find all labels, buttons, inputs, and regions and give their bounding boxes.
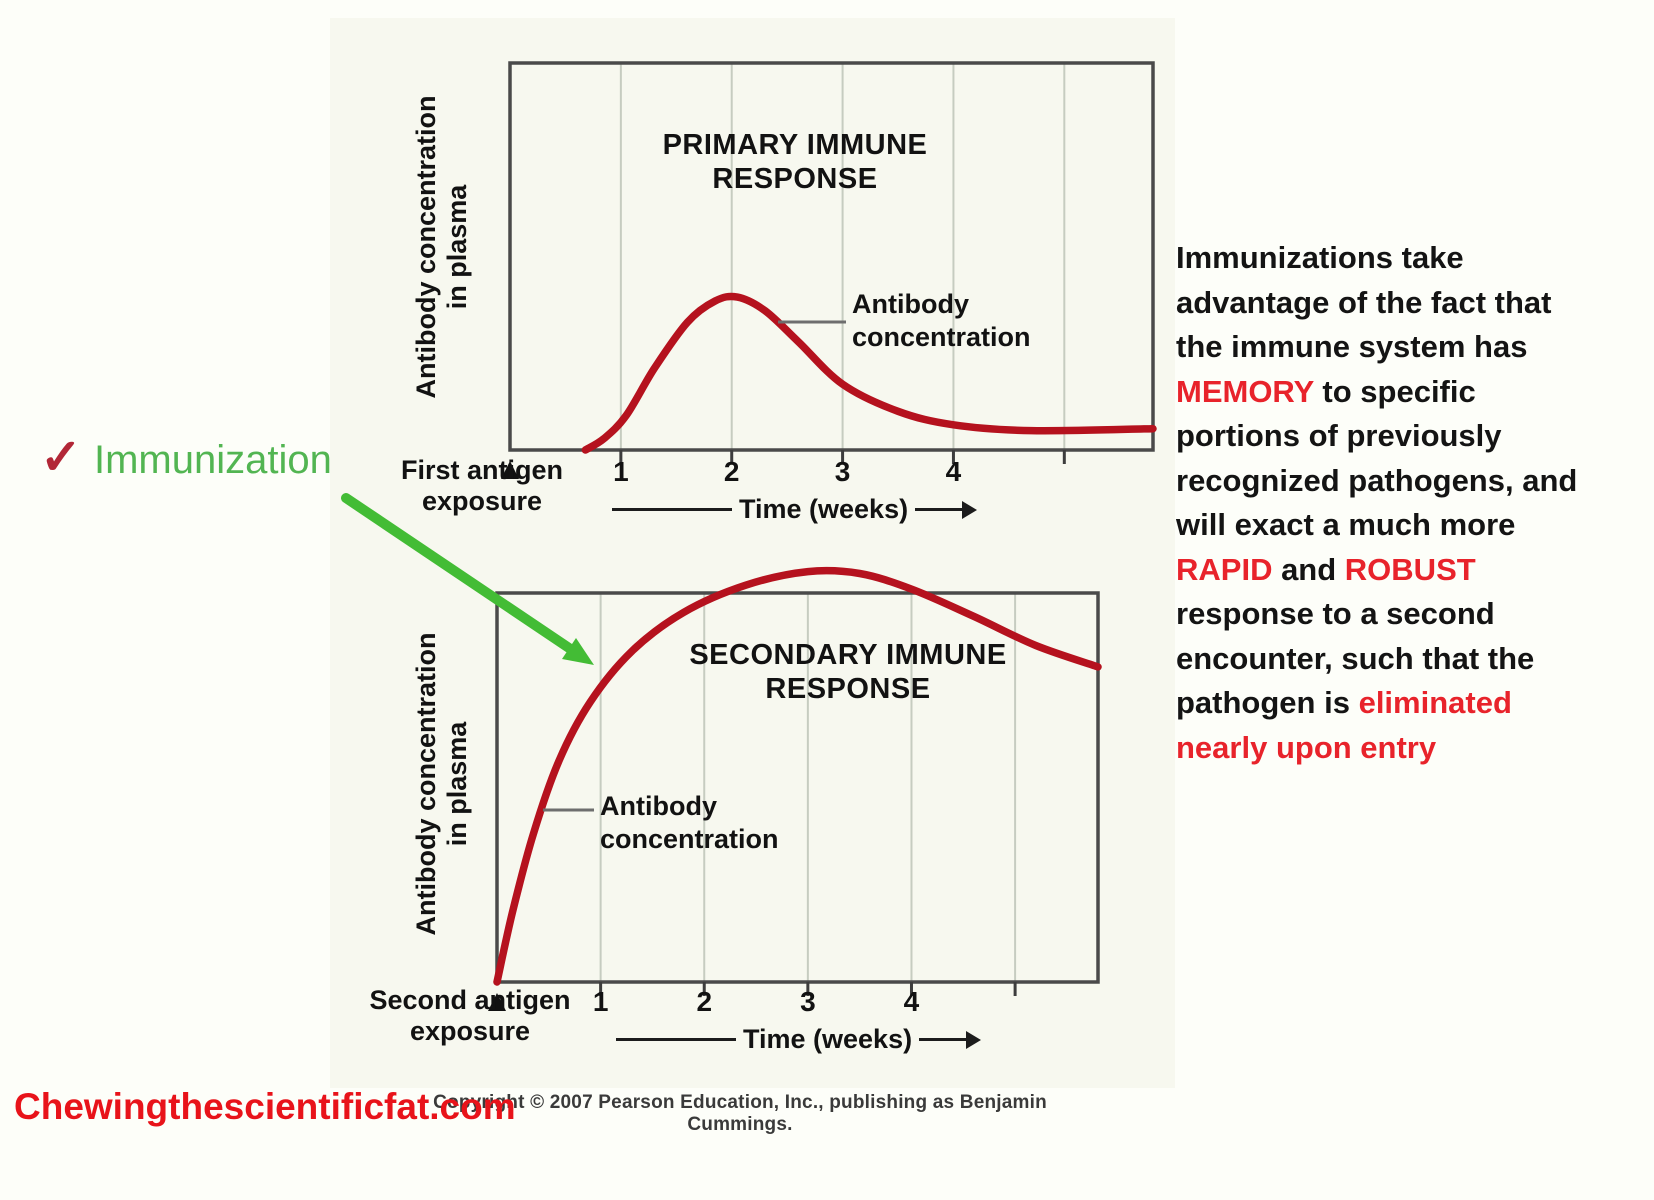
side-text-line: response to a second xyxy=(1176,592,1577,637)
plain-text: and xyxy=(1272,551,1345,587)
x-tick-label: 2 xyxy=(723,456,740,487)
emphasized-text: eliminated xyxy=(1358,685,1512,720)
side-text-line: Immunizations take xyxy=(1176,236,1577,281)
plain-text: portions of previously xyxy=(1176,418,1502,453)
emphasized-text: ROBUST xyxy=(1344,551,1476,587)
plain-text: pathogen is xyxy=(1176,685,1359,720)
side-text: Immunizations take advantage of the fact … xyxy=(1176,236,1577,770)
primary-xlabel: Time (weeks) xyxy=(739,494,909,524)
x-tick-label: 1 xyxy=(592,986,609,1017)
side-text-line: nearly upon entry xyxy=(1176,726,1577,771)
figure-background xyxy=(330,18,1175,1088)
event-label-line: Second antigen xyxy=(369,985,571,1015)
plain-text: Immunizations take xyxy=(1176,240,1464,275)
side-text-line: the immune system has xyxy=(1176,325,1577,370)
plain-text: to specific xyxy=(1313,373,1476,409)
ylabel-line: Antibody concentration xyxy=(411,95,441,399)
side-text-line: pathogen is eliminated xyxy=(1176,681,1577,726)
antibody-concentration-curve xyxy=(581,292,1157,454)
second-antigen-exposure-label: Second antigen exposure xyxy=(350,985,590,1047)
plain-text: encounter, such that the xyxy=(1176,640,1535,676)
arrow-right-icon xyxy=(962,500,978,519)
chart-frame xyxy=(495,591,1100,984)
emphasized-text: RAPID xyxy=(1176,551,1273,587)
primary-series-label: Antibody concentration xyxy=(852,289,1031,352)
x-tick-label: 2 xyxy=(696,986,713,1017)
secondary-series-label: Antibody concentration xyxy=(600,791,779,854)
axis-line xyxy=(612,508,732,511)
antigen-exposure-marker xyxy=(488,993,506,1011)
side-text-line: will exact a much more xyxy=(1176,503,1577,548)
side-text-line: RAPID and ROBUST xyxy=(1176,548,1577,593)
side-text-line: recognized pathogens, and xyxy=(1176,459,1577,504)
side-text-line: advantage of the fact that xyxy=(1176,281,1577,326)
primary-time-axis: Time (weeks) xyxy=(612,494,978,525)
secondary-xlabel: Time (weeks) xyxy=(743,1024,913,1054)
side-text-line: MEMORY to specific xyxy=(1176,370,1577,415)
secondary-time-axis: Time (weeks) xyxy=(616,1024,982,1055)
event-label-line: exposure xyxy=(421,486,543,516)
axis-line xyxy=(616,1038,736,1041)
plain-text: the immune system has xyxy=(1176,329,1528,364)
ylabel-line: Antibody concentration xyxy=(411,632,441,936)
plain-text: recognized pathogens, and xyxy=(1176,462,1578,498)
primary-y-axis-label: Antibody concentration in plasma xyxy=(411,17,473,477)
ylabel-line: in plasma xyxy=(442,184,472,310)
plain-text: will exact a much more xyxy=(1176,507,1516,542)
checkmark-icon: ✓ xyxy=(40,429,82,485)
event-label-line: First antigen xyxy=(400,455,563,485)
plain-text: advantage of the fact that xyxy=(1176,284,1552,320)
immunization-label: Immunization xyxy=(94,438,332,482)
x-tick-label: 3 xyxy=(800,986,816,1017)
website-watermark: Chewingthescientificfat.com xyxy=(14,1086,516,1127)
plain-text: response to a second xyxy=(1176,596,1495,631)
x-tick-label: 1 xyxy=(613,456,629,487)
x-tick-label: 3 xyxy=(834,456,851,487)
emphasized-text: nearly upon entry xyxy=(1176,729,1437,765)
chart-frame xyxy=(508,61,1155,452)
antigen-exposure-marker xyxy=(501,461,519,479)
axis-line xyxy=(919,1038,968,1041)
immunization-arrow-head xyxy=(562,638,594,665)
arrow-right-icon xyxy=(966,1030,982,1049)
antibody-concentration-curve xyxy=(493,566,1102,986)
secondary-chart-title: SECONDARY IMMUNE RESPONSE xyxy=(689,639,1007,705)
axis-line xyxy=(915,508,964,511)
secondary-y-axis-label: Antibody concentration in plasma xyxy=(411,554,473,1014)
event-label-line: exposure xyxy=(409,1016,531,1046)
x-tick-label: 4 xyxy=(945,456,962,487)
immunization-arrow-shaft xyxy=(341,493,577,655)
x-tick-label: 4 xyxy=(903,986,920,1017)
side-text-line: encounter, such that the xyxy=(1176,637,1577,682)
emphasized-text: MEMORY xyxy=(1176,373,1314,409)
ylabel-line: in plasma xyxy=(442,721,472,847)
copyright-text: Copyright © 2007 Pearson Education, Inc.… xyxy=(433,1092,1047,1135)
side-text-line: portions of previously xyxy=(1176,414,1577,459)
primary-chart-title: PRIMARY IMMUNE RESPONSE xyxy=(662,129,928,195)
first-antigen-exposure-label: First antigen exposure xyxy=(372,455,592,517)
